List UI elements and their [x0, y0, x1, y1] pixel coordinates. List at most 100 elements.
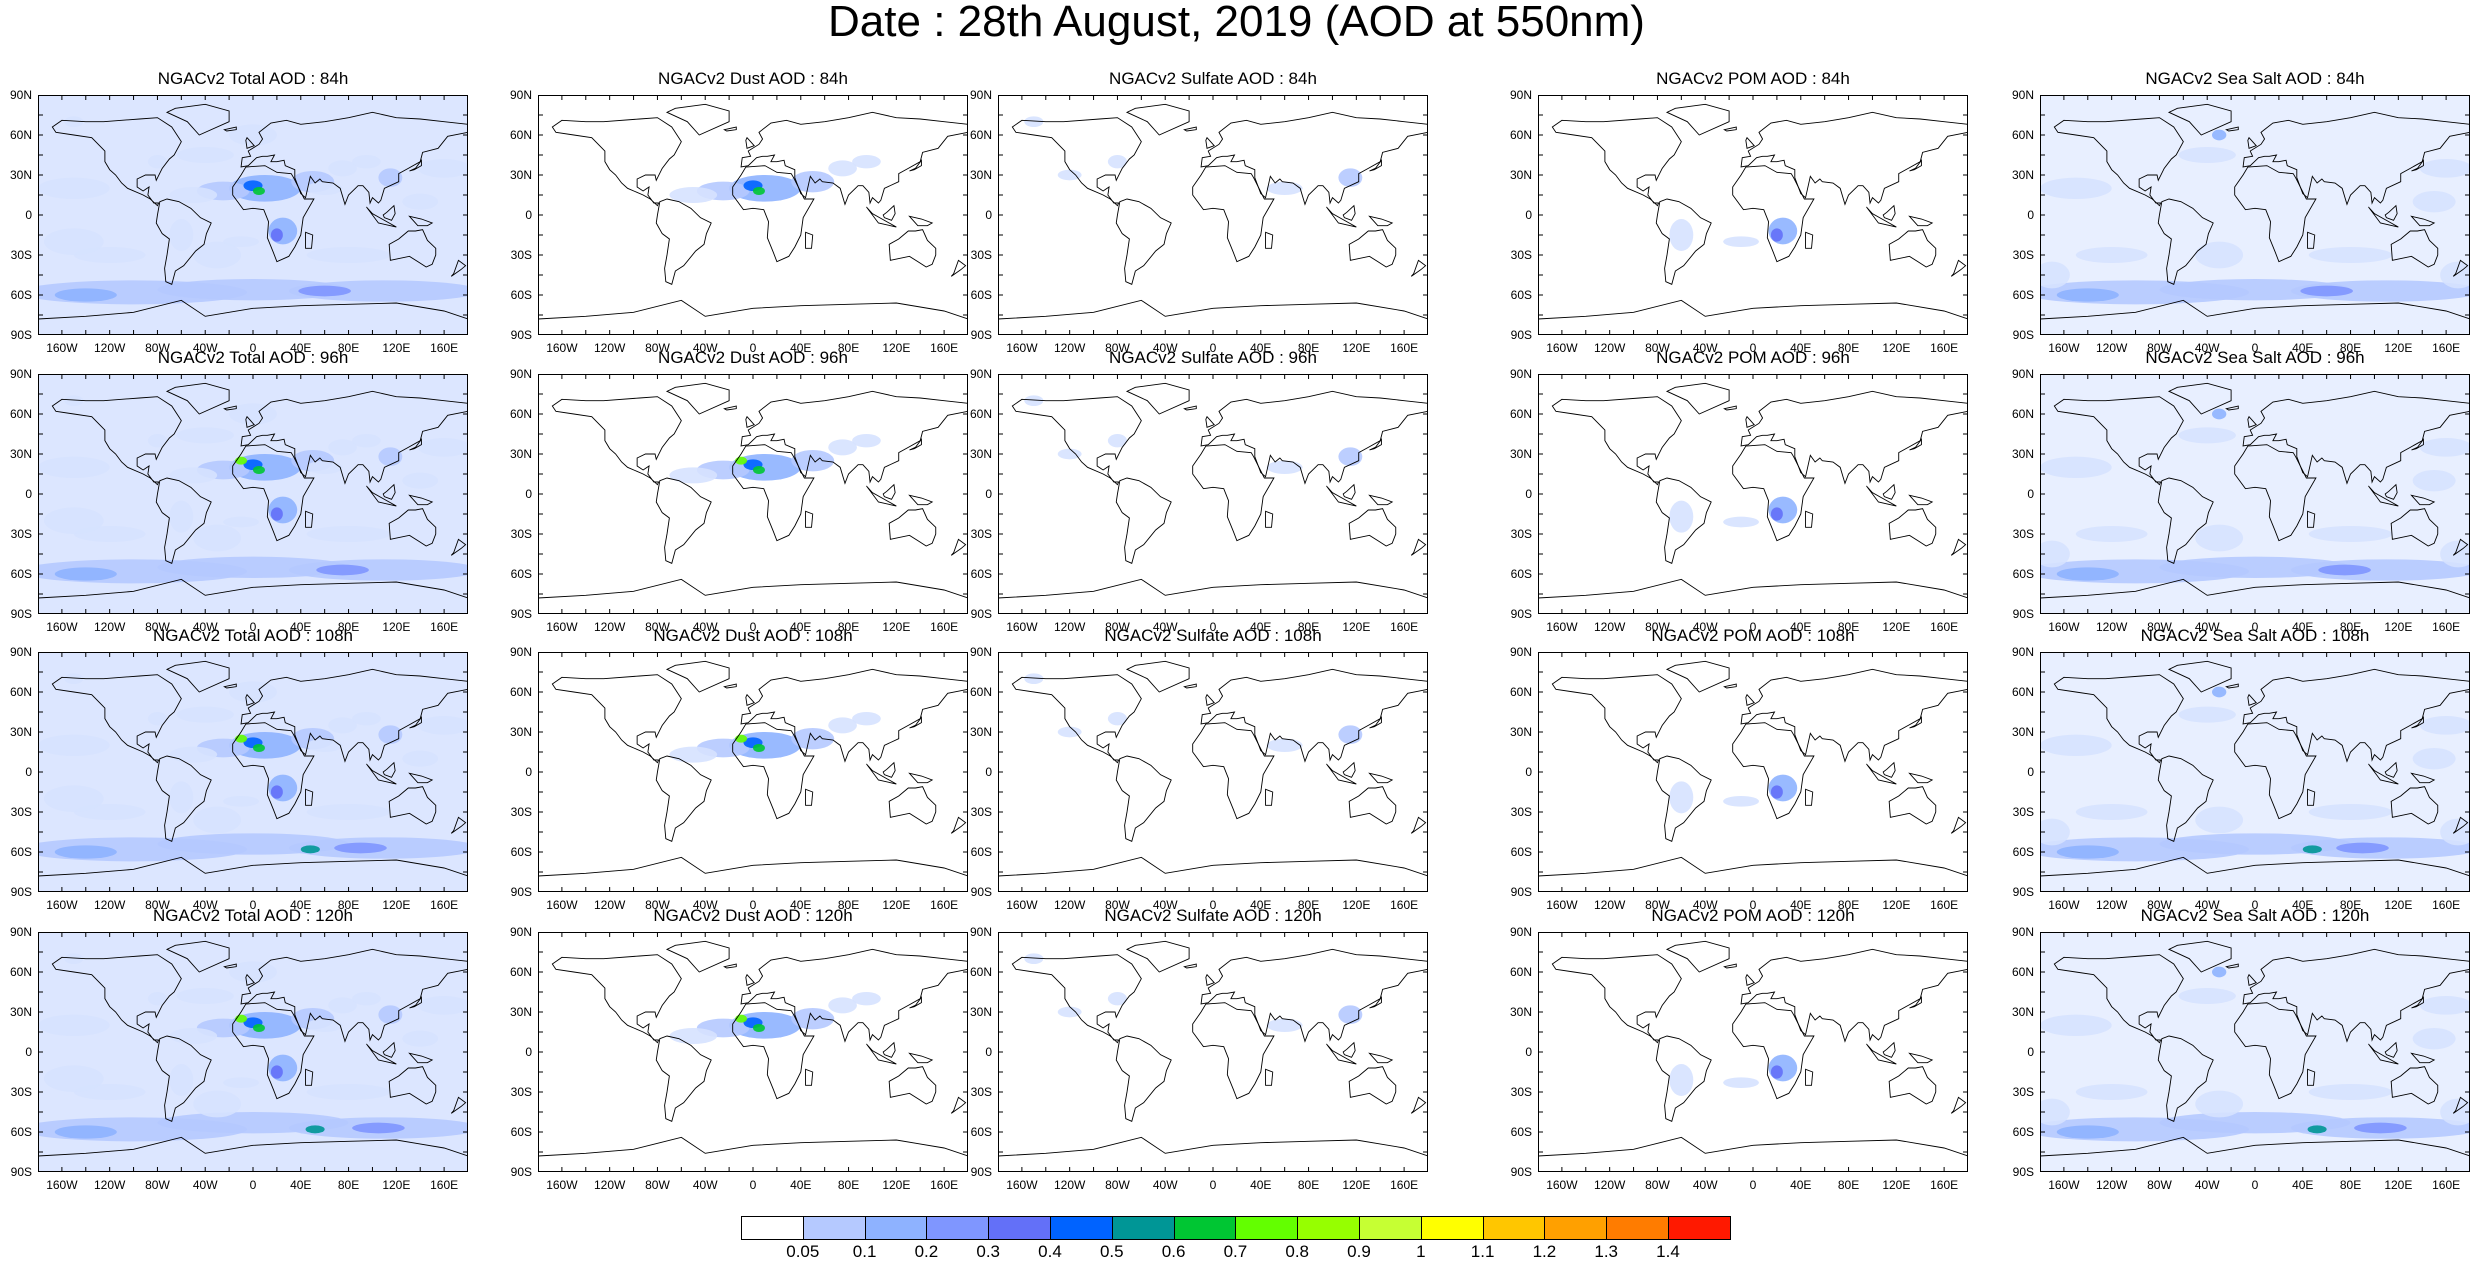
lon-label: 40W [1152, 620, 1178, 634]
coastline [2225, 405, 2239, 411]
lat-label: 60S [10, 288, 32, 302]
coastline [1410, 816, 1427, 834]
aod-field-patch [270, 1065, 283, 1079]
lon-label: 80W [2147, 620, 2172, 634]
aod-field-patch [64, 673, 84, 684]
lat-label: 90N [509, 925, 532, 939]
coastline [2307, 231, 2316, 249]
lon-label: 40E [1250, 620, 1272, 634]
aod-field-patch [169, 746, 218, 763]
lon-label: 120W [1593, 341, 1626, 355]
lon-label: 40W [2194, 620, 2220, 634]
panel-pom-3: NGACv2 POM AOD : 120h 90N 60N 30N 0 30S 60S 90S… [1500, 906, 1990, 1198]
aod-field-patch [2056, 567, 2119, 581]
aod-field-patch [2195, 241, 2244, 269]
aod-field-patch [753, 187, 765, 195]
aod-field-patch [169, 187, 218, 203]
coastline [1732, 722, 1815, 820]
lon-label: 120E [2384, 620, 2413, 634]
aod-field-patch [1723, 516, 1759, 528]
aod-field-patch [54, 845, 117, 859]
lat-label: 60N [969, 128, 992, 142]
coastline [1908, 494, 1934, 506]
coastline [1888, 229, 1937, 268]
coastline [2157, 477, 2214, 564]
lat-label: 90N [509, 645, 532, 659]
lon-label: 120E [882, 620, 911, 634]
aod-field-patch [402, 1030, 439, 1047]
lat-label: 90N [509, 367, 532, 381]
lon-label: 160W [546, 341, 578, 355]
lon-label: 0 [2251, 341, 2259, 355]
lon-label: 40W [692, 341, 718, 355]
map-area [998, 374, 1428, 614]
aod-field-patch [288, 559, 468, 581]
coastline [723, 126, 737, 132]
coastline [909, 715, 922, 729]
aod-field-patch [253, 187, 265, 195]
map-area [2040, 95, 2470, 335]
coastline [2411, 158, 2424, 172]
coastline [1538, 856, 1968, 892]
aod-field-patch [1266, 738, 1303, 752]
aod-field-patch [1723, 796, 1759, 807]
colorbar-swatch [1667, 1216, 1731, 1240]
lon-label: 80W [645, 1178, 670, 1192]
coastline [1866, 1043, 1897, 1065]
coastline [1125, 103, 1190, 136]
lat-label: 90N [1509, 645, 1532, 659]
lon-label: 40W [2194, 1178, 2220, 1192]
coastline [1410, 1096, 1427, 1114]
aod-field-patch [38, 734, 110, 756]
aod-field-patch [791, 171, 835, 193]
lon-label: 120W [93, 620, 126, 634]
lon-label: 80W [2147, 341, 2172, 355]
coastline [1200, 111, 1428, 206]
panel-pom-0: NGACv2 POM AOD : 84h 90N 60N 30N 0 30S 60S 90S 1… [1500, 69, 1990, 361]
lon-label: 80E [1837, 898, 1860, 912]
lat-label: 30S [2012, 1085, 2034, 1099]
coastline [1538, 1136, 1968, 1172]
coastline [732, 444, 815, 542]
lon-label: 80E [1837, 620, 1860, 634]
aod-field-patch [2040, 540, 2070, 568]
aod-field-patch [1057, 1006, 1082, 1018]
lon-label: 120E [2384, 898, 2413, 912]
coastline [1909, 995, 1922, 1009]
colorbar-tick-label: 1.1 [1470, 1242, 1495, 1261]
lon-label: 40W [1692, 1178, 1718, 1192]
lon-label: 80E [1297, 898, 1320, 912]
lon-label: 0 [2251, 620, 2259, 634]
coastline [408, 215, 434, 227]
aod-field-patch [2195, 524, 2244, 552]
coastline [165, 660, 230, 693]
aod-field-patch [306, 804, 391, 820]
lon-label: 40E [790, 1178, 812, 1192]
lon-label: 120W [593, 1178, 626, 1192]
aod-field-patch [1770, 1065, 1783, 1079]
coastline [2040, 1136, 2470, 1172]
lon-label: 40W [1152, 898, 1178, 912]
lat-label: 60S [510, 845, 532, 859]
map-background [998, 652, 1428, 892]
coastline [51, 954, 182, 1044]
aod-field-patch [169, 467, 218, 484]
coastline [245, 973, 255, 986]
lat-label: 30N [1509, 1005, 1532, 1019]
map-area [1538, 932, 1968, 1172]
coastline [2368, 485, 2399, 507]
panel-total-0: NGACv2 Total AOD : 84h 90N 60N 30N 0 30S 60S 90… [0, 69, 490, 361]
lon-label: 160E [2432, 620, 2461, 634]
lon-label: 0 [249, 620, 257, 634]
lon-label: 80W [145, 898, 170, 912]
lon-label: 160E [430, 341, 459, 355]
lat-label: 60S [1510, 1125, 1532, 1139]
lon-label: 160W [46, 620, 78, 634]
lat-label: 0 [985, 487, 992, 501]
lat-label: 60S [1510, 567, 1532, 581]
lon-label: 160E [930, 620, 959, 634]
coastline [1115, 477, 1172, 564]
aod-field-patch [1770, 507, 1783, 521]
aod-field-patch [1024, 673, 1044, 684]
coastline [1723, 683, 1737, 689]
